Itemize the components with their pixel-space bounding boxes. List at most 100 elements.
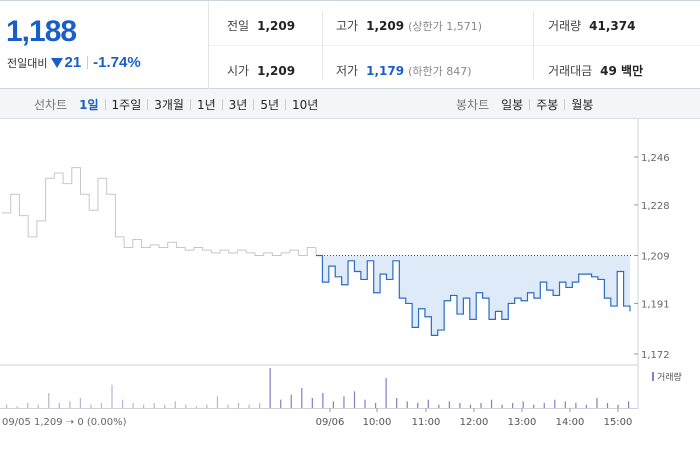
divider — [564, 98, 566, 110]
x-tick-label: 12:00 — [460, 417, 489, 428]
volume-bar — [185, 404, 187, 408]
divider — [209, 45, 700, 46]
volume-bar — [469, 404, 472, 408]
tab-5y[interactable]: 5년 — [260, 97, 280, 112]
volume-bar — [195, 406, 197, 408]
x-tick-label: 09/06 — [316, 417, 345, 428]
x-tick-label: 14:00 — [556, 417, 585, 428]
volume-bar — [385, 378, 387, 408]
compare-label: 전일대비 — [7, 56, 48, 70]
divider — [189, 98, 191, 110]
volume-bar — [121, 399, 124, 408]
volume-bar — [69, 401, 71, 408]
volume-bar — [353, 391, 356, 408]
chart-tab-bar: 선차트 1일 1주일 3개월 1년 3년 5년 10년 봉차트 일봉 주봉 월봉 — [0, 89, 700, 119]
divider — [104, 98, 106, 110]
tab-1w[interactable]: 1주일 — [111, 97, 142, 112]
volume-bar — [543, 403, 545, 408]
x-tick-label: 11:00 — [412, 417, 441, 428]
tab-weekly[interactable]: 주봉 — [536, 97, 559, 112]
series-line-prev-day — [2, 167, 317, 256]
volume-bar — [364, 399, 366, 408]
volume-bar — [27, 403, 29, 408]
volume-bar — [153, 403, 155, 408]
x-tick-label: 13:00 — [508, 417, 537, 428]
volume-bar — [322, 393, 324, 408]
tab-3m[interactable]: 3개월 — [154, 97, 184, 112]
volume-bar — [554, 399, 556, 408]
prev-day-note: 09/05 1,209 ➝ 0 (0.00%) — [2, 417, 127, 428]
volume-bar — [227, 404, 229, 408]
volume-bar — [448, 401, 450, 408]
divider — [87, 56, 89, 69]
tab-3y[interactable]: 3년 — [228, 97, 248, 112]
volume-bar — [311, 398, 313, 408]
chart-background — [0, 119, 700, 450]
volume-bar — [533, 404, 535, 408]
volume-bar — [332, 401, 335, 408]
divider — [253, 98, 255, 110]
divider — [147, 98, 149, 110]
line-chart-label: 선차트 — [34, 97, 68, 112]
volume-bar — [374, 403, 377, 408]
current-price: 1,188 — [6, 15, 77, 48]
volume-bar — [512, 403, 514, 408]
volume-bar — [237, 403, 240, 408]
tab-monthly[interactable]: 월봉 — [571, 97, 594, 112]
stat-high: 고가 1,209 (상한가 1,571) — [336, 18, 482, 34]
volume-bar — [280, 399, 282, 408]
volume-bar — [438, 404, 440, 408]
stats-table: 전일 1,209 고가 1,209 (상한가 1,571) 거래량 41,374… — [209, 1, 700, 89]
volume-bar — [628, 401, 630, 408]
candle-chart-tabs: 봉차트 일봉 주봉 월봉 — [456, 89, 593, 119]
volume-bar — [174, 401, 176, 408]
volume-bar — [406, 401, 408, 408]
volume-bar — [617, 404, 619, 408]
volume-bar — [417, 403, 419, 408]
volume-bar — [480, 403, 482, 408]
price-summary: 1,188 전일대비 21 -1.74% 전일 1,209 고가 1,209 (… — [0, 0, 700, 89]
divider — [285, 98, 287, 110]
series-area-today — [316, 255, 630, 336]
volume-bar — [6, 404, 8, 408]
volume-bar — [143, 404, 145, 408]
tab-10y[interactable]: 10년 — [292, 97, 319, 112]
volume-bar — [111, 384, 113, 408]
volume-bar — [37, 404, 39, 408]
tab-1y[interactable]: 1년 — [196, 97, 216, 112]
down-arrow-icon — [51, 57, 64, 68]
volume-bar — [132, 403, 134, 408]
price-change: 전일대비 21 -1.74% — [7, 54, 141, 71]
volume-bar — [575, 403, 577, 408]
change-amount: 21 — [64, 54, 82, 71]
volume-bar — [79, 398, 81, 408]
volume-bar — [164, 404, 166, 408]
divider — [529, 98, 531, 110]
y-tick-label: 1,191 — [641, 299, 670, 310]
volume-bar — [396, 398, 398, 408]
volume-bar — [301, 388, 303, 408]
stat-open: 시가 1,209 — [227, 63, 296, 79]
current-price-box: 1,188 전일대비 21 -1.74% — [0, 1, 209, 89]
volume-bar — [58, 403, 60, 408]
volume-bar — [564, 401, 566, 408]
volume-bar — [501, 404, 503, 408]
line-chart-tabs: 선차트 1일 1주일 3개월 1년 3년 5년 10년 — [34, 89, 318, 119]
tab-daily[interactable]: 일봉 — [501, 97, 524, 112]
volume-bar — [16, 406, 18, 408]
volume-bar — [259, 403, 261, 408]
volume-bar — [343, 396, 345, 408]
change-percent: -1.74% — [93, 54, 141, 71]
volume-bar — [585, 404, 588, 408]
candle-chart-label: 봉차트 — [456, 97, 490, 112]
x-tick-label: 10:00 — [363, 417, 392, 428]
volume-bar — [90, 404, 92, 408]
divider — [221, 98, 223, 110]
stat-prev-close: 전일 1,209 — [227, 18, 296, 34]
volume-bar — [490, 399, 493, 408]
x-tick-label: 15:00 — [604, 417, 633, 428]
stat-volume: 거래량 41,374 — [548, 18, 636, 34]
volume-bar — [606, 403, 609, 408]
volume-bar — [290, 394, 292, 408]
tab-1d[interactable]: 1일 — [79, 97, 99, 112]
